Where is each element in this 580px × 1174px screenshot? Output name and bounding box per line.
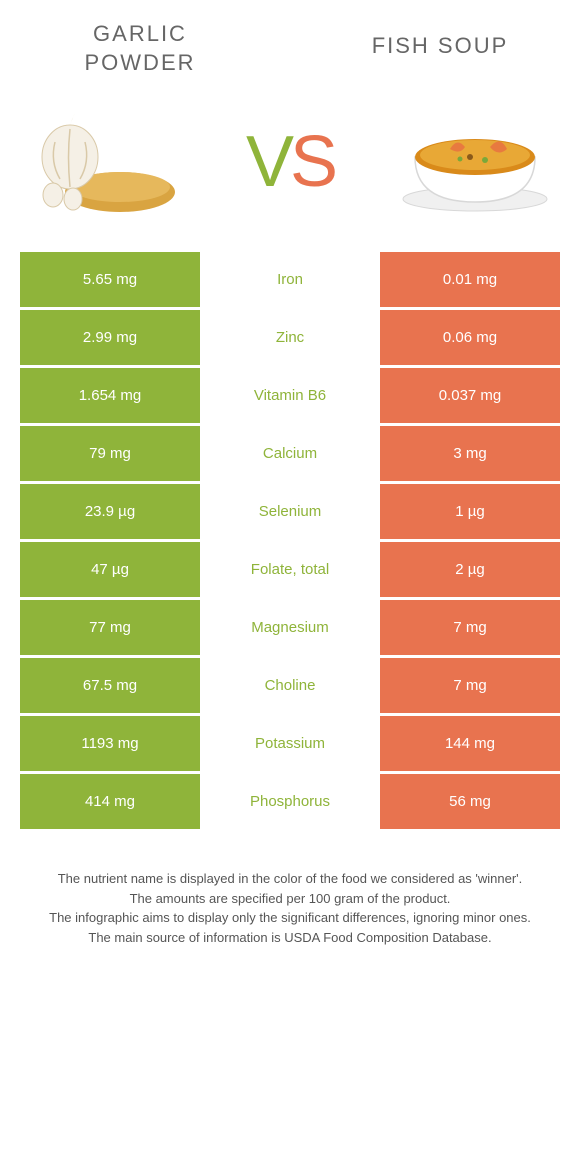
- right-value-cell: 0.01 mg: [380, 252, 560, 307]
- table-row: 1193 mgPotassium144 mg: [20, 716, 560, 771]
- vs-label: VS: [246, 121, 334, 203]
- garlic-powder-image: [20, 102, 190, 222]
- right-value-cell: 2 µg: [380, 542, 560, 597]
- nutrient-name-cell: Vitamin B6: [200, 368, 380, 423]
- nutrient-name-cell: Choline: [200, 658, 380, 713]
- footer-line-2: The amounts are specified per 100 gram o…: [40, 889, 540, 909]
- table-row: 79 mgCalcium3 mg: [20, 426, 560, 481]
- left-food-title: GARLIC POWDER: [50, 20, 230, 77]
- vs-row: VS: [0, 87, 580, 252]
- vs-s-letter: S: [290, 121, 334, 203]
- table-row: 2.99 mgZinc0.06 mg: [20, 310, 560, 365]
- left-value-cell: 47 µg: [20, 542, 200, 597]
- footer-notes: The nutrient name is displayed in the co…: [40, 869, 540, 947]
- left-value-cell: 2.99 mg: [20, 310, 200, 365]
- left-value-cell: 1193 mg: [20, 716, 200, 771]
- left-value-cell: 77 mg: [20, 600, 200, 655]
- nutrient-name-cell: Selenium: [200, 484, 380, 539]
- table-row: 23.9 µgSelenium1 µg: [20, 484, 560, 539]
- left-value-cell: 5.65 mg: [20, 252, 200, 307]
- nutrient-name-cell: Folate, total: [200, 542, 380, 597]
- right-value-cell: 0.06 mg: [380, 310, 560, 365]
- footer-line-1: The nutrient name is displayed in the co…: [40, 869, 540, 889]
- left-value-cell: 414 mg: [20, 774, 200, 829]
- right-value-cell: 0.037 mg: [380, 368, 560, 423]
- right-value-cell: 7 mg: [380, 658, 560, 713]
- header-left: GARLIC POWDER: [50, 20, 230, 77]
- right-value-cell: 144 mg: [380, 716, 560, 771]
- footer-line-3: The infographic aims to display only the…: [40, 908, 540, 928]
- nutrient-name-cell: Phosphorus: [200, 774, 380, 829]
- garlic-icon: [25, 107, 185, 217]
- left-value-cell: 67.5 mg: [20, 658, 200, 713]
- header-right: FISH SOUP: [350, 20, 530, 77]
- table-row: 77 mgMagnesium7 mg: [20, 600, 560, 655]
- nutrient-name-cell: Calcium: [200, 426, 380, 481]
- nutrient-name-cell: Zinc: [200, 310, 380, 365]
- footer-line-4: The main source of information is USDA F…: [40, 928, 540, 948]
- right-food-title: FISH SOUP: [350, 32, 530, 61]
- left-value-cell: 1.654 mg: [20, 368, 200, 423]
- left-value-cell: 79 mg: [20, 426, 200, 481]
- table-row: 414 mgPhosphorus56 mg: [20, 774, 560, 829]
- nutrient-name-cell: Magnesium: [200, 600, 380, 655]
- table-row: 67.5 mgCholine7 mg: [20, 658, 560, 713]
- vs-v-letter: V: [246, 121, 290, 203]
- nutrient-table: 5.65 mgIron0.01 mg2.99 mgZinc0.06 mg1.65…: [20, 252, 560, 829]
- soup-icon: [395, 107, 555, 217]
- table-row: 5.65 mgIron0.01 mg: [20, 252, 560, 307]
- nutrient-name-cell: Iron: [200, 252, 380, 307]
- header: GARLIC POWDER FISH SOUP: [0, 0, 580, 87]
- table-row: 47 µgFolate, total2 µg: [20, 542, 560, 597]
- table-row: 1.654 mgVitamin B60.037 mg: [20, 368, 560, 423]
- left-value-cell: 23.9 µg: [20, 484, 200, 539]
- fish-soup-image: [390, 102, 560, 222]
- right-value-cell: 1 µg: [380, 484, 560, 539]
- right-value-cell: 3 mg: [380, 426, 560, 481]
- right-value-cell: 56 mg: [380, 774, 560, 829]
- right-value-cell: 7 mg: [380, 600, 560, 655]
- nutrient-name-cell: Potassium: [200, 716, 380, 771]
